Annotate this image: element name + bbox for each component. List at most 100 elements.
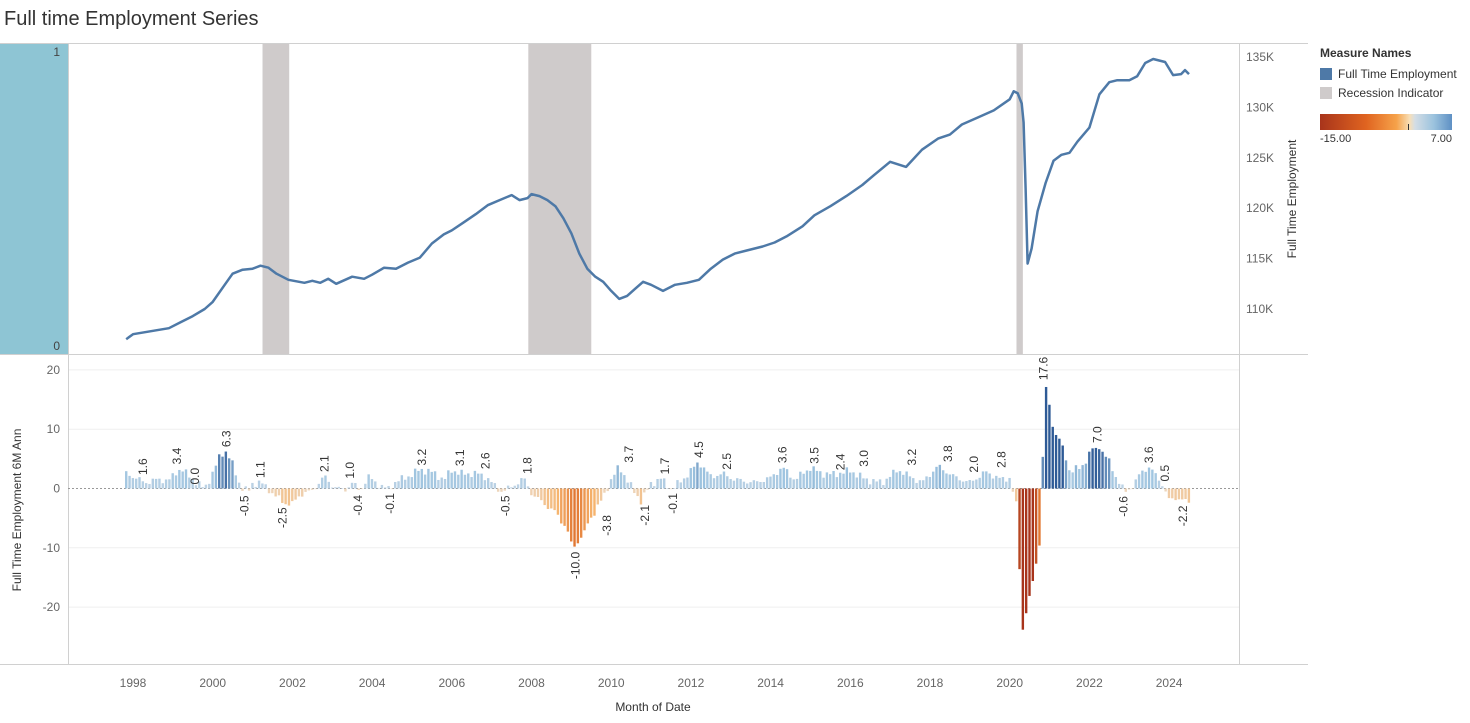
bar — [589, 488, 593, 518]
data-label: 2.4 — [833, 453, 847, 470]
bar — [344, 488, 347, 492]
bar — [898, 471, 902, 489]
color-gradient-legend[interactable] — [1320, 114, 1452, 130]
bar — [254, 486, 257, 489]
bar — [573, 488, 576, 547]
bar — [503, 488, 507, 491]
bar — [277, 488, 281, 496]
left-axis-tick-label: 0 — [53, 339, 60, 353]
bar — [682, 478, 686, 489]
bar — [1081, 465, 1084, 489]
bar — [576, 488, 580, 544]
x-tick-label: 2008 — [518, 676, 545, 690]
data-label: 3.4 — [170, 447, 184, 464]
bar — [380, 484, 384, 489]
bar — [998, 477, 1001, 489]
bar — [131, 478, 135, 489]
bar — [596, 488, 599, 505]
bar — [423, 474, 427, 489]
data-label: -2.2 — [1176, 505, 1190, 526]
bar — [646, 488, 649, 490]
bar — [965, 481, 968, 489]
y-tick-label-right: 135K — [1246, 50, 1274, 64]
bar — [795, 478, 799, 489]
bar — [603, 488, 606, 493]
gradient-zero-marker — [1408, 124, 1409, 130]
bar — [669, 488, 673, 490]
y-tick-label-right: 115K — [1246, 252, 1273, 266]
bar — [1021, 488, 1025, 630]
recession-band — [262, 44, 290, 354]
bar — [636, 488, 639, 497]
x-tick-label: 2020 — [996, 676, 1023, 690]
bar — [1001, 477, 1005, 489]
bar — [540, 488, 543, 501]
bar — [1134, 479, 1137, 489]
bar — [951, 474, 955, 489]
bar — [672, 488, 676, 489]
bar — [845, 467, 849, 489]
bar — [360, 488, 364, 490]
bar — [241, 488, 244, 491]
data-label: 3.1 — [453, 449, 467, 466]
bar — [191, 479, 194, 489]
bar — [264, 484, 267, 489]
bar — [1151, 469, 1154, 489]
bar — [842, 473, 845, 489]
bar — [902, 474, 905, 489]
data-label: 2.6 — [479, 452, 493, 469]
bar — [822, 477, 825, 489]
bar — [184, 469, 188, 489]
bar — [1024, 488, 1028, 614]
bar — [981, 471, 985, 489]
x-tick-label: 2004 — [359, 676, 386, 690]
legend-swatch — [1320, 67, 1332, 80]
bar — [450, 472, 453, 489]
bar — [194, 485, 198, 489]
bar — [161, 483, 164, 489]
bar — [330, 487, 334, 489]
bar — [975, 479, 978, 489]
bar — [490, 482, 493, 489]
bar — [692, 466, 696, 489]
bar — [443, 478, 447, 489]
left-axis-panel — [0, 44, 68, 354]
bar — [892, 469, 895, 489]
data-label: 2.1 — [317, 455, 331, 472]
bar — [1131, 488, 1134, 490]
bar — [616, 465, 619, 489]
bar — [729, 479, 732, 489]
bar — [467, 473, 470, 489]
data-label: -0.1 — [383, 493, 397, 514]
bar — [158, 478, 161, 489]
bar — [234, 475, 238, 489]
legend-item-full-time-employment[interactable]: Full Time Employment — [1320, 64, 1468, 83]
bar — [164, 479, 168, 489]
bar — [968, 480, 971, 489]
x-tick-label: 2010 — [598, 676, 625, 690]
bar — [354, 483, 357, 489]
bar — [716, 475, 719, 489]
bar — [201, 487, 204, 489]
bar — [1184, 488, 1187, 499]
bar — [486, 478, 490, 489]
bar — [852, 472, 855, 489]
bar — [168, 479, 171, 489]
bar — [397, 481, 400, 489]
bar — [659, 478, 663, 489]
legend-item-recession-indicator[interactable]: Recession Indicator — [1320, 83, 1468, 102]
bar — [872, 479, 875, 489]
bar — [928, 476, 932, 489]
data-label: 1.0 — [343, 462, 357, 479]
bar — [384, 487, 387, 489]
bar — [855, 477, 859, 489]
bar — [364, 483, 367, 489]
bar — [882, 485, 885, 489]
data-label: 0.5 — [1158, 465, 1172, 482]
bar — [410, 477, 414, 489]
data-label: 2.5 — [720, 453, 734, 470]
bar — [935, 466, 938, 489]
bar — [1084, 463, 1088, 489]
bar — [437, 479, 440, 489]
